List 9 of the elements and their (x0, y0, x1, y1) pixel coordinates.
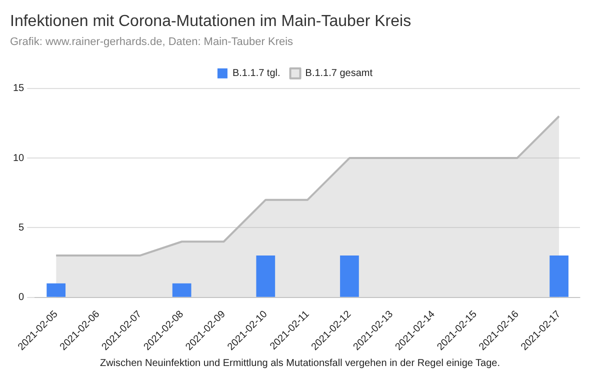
text: Zwischen Neuinfektion und Ermittlung als Mutationsfall vergehen in der Regel einige Tage. (98, 358, 502, 369)
y-tick-label: 10 (13, 152, 25, 164)
y-tick-label: 15 (13, 83, 25, 94)
y-tick-label: 0 (18, 292, 25, 304)
legend-label: B.1.1.7 gesamt (305, 68, 373, 80)
y-tick-label: 5 (18, 222, 25, 234)
chart-title: Infektionen mit Corona-Mutationen im Main-Tauber Kreis (10, 13, 412, 30)
chart-subtitle: Grafik: www.rainer-gerhards.de, Daten: Main-Tauber Kreis (10, 36, 294, 48)
legend-label: B.1.1.7 tgl. (232, 68, 280, 80)
